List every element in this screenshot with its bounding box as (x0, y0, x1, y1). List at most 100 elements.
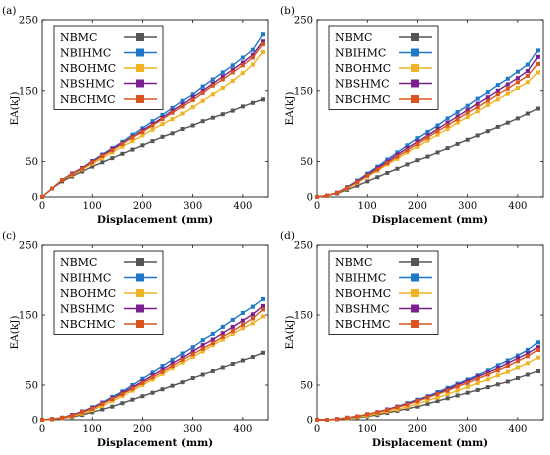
legend-label: NBIHMC (335, 47, 386, 60)
data-point (220, 334, 225, 339)
data-point (90, 164, 95, 169)
data-point (250, 304, 255, 309)
data-point (230, 362, 235, 366)
data-point (250, 52, 255, 57)
data-point (250, 62, 255, 67)
data-point (525, 80, 530, 85)
data-point (180, 380, 185, 385)
data-point (495, 368, 500, 373)
data-point (505, 82, 510, 87)
panel-b: (b) 0 50 150 250 0 100 200 300 400 Displacement (m… (280, 5, 544, 226)
panel-a: (a) 0 50 150 250 0 100 200 300 400 Displacement (m… (2, 5, 269, 226)
x-tick-label: 100 (83, 201, 102, 212)
data-point (455, 141, 460, 146)
data-point (465, 115, 470, 119)
data-point (425, 135, 430, 140)
series-nbmc (40, 350, 265, 422)
data-point (435, 123, 440, 128)
data-point (130, 139, 135, 144)
data-point (515, 86, 520, 90)
series-line (41, 352, 264, 421)
data-point (525, 351, 530, 356)
data-point (495, 382, 500, 387)
data-point (445, 146, 450, 151)
data-point (240, 326, 245, 331)
y-tick-label: 250 (19, 241, 38, 252)
x-tick-label: 200 (133, 201, 152, 212)
data-point (150, 390, 155, 395)
data-point (435, 150, 440, 155)
series-nbmc (315, 106, 540, 199)
data-point (465, 378, 470, 383)
data-point (536, 54, 540, 59)
data-point (140, 129, 145, 134)
data-point (230, 317, 235, 322)
data-point (355, 414, 360, 419)
y-axis-label: EA(kJ) (9, 315, 21, 349)
legend-label: NBMC (60, 31, 97, 44)
data-point (315, 418, 319, 422)
data-point (240, 310, 245, 315)
data-point (395, 152, 400, 157)
x-axis-label: Displacement (mm) (372, 437, 488, 449)
data-point (435, 395, 440, 400)
data-point (60, 178, 65, 182)
data-point (425, 395, 430, 400)
data-point (160, 112, 165, 117)
legend-marker (136, 273, 144, 282)
y-tick-label: 0 (307, 416, 313, 427)
legend-marker (136, 95, 144, 103)
data-point (536, 369, 540, 373)
legend-marker (411, 79, 419, 88)
legend: NBMC NBIHMC NBOHMC NBSHMC NBCHMC (53, 250, 164, 335)
data-point (100, 153, 105, 158)
data-point (150, 375, 155, 380)
data-point (261, 97, 265, 102)
legend-marker (136, 304, 144, 313)
data-point (385, 408, 390, 413)
data-point (230, 324, 235, 329)
data-point (240, 71, 245, 76)
data-point (200, 98, 205, 103)
data-point (230, 108, 235, 113)
data-point (230, 329, 235, 334)
data-point (425, 154, 430, 159)
data-point (170, 383, 175, 388)
plot-frame (316, 244, 544, 421)
data-point (180, 102, 185, 107)
data-point (120, 394, 125, 399)
data-point (345, 185, 350, 190)
data-point (120, 151, 125, 156)
data-point (240, 318, 245, 323)
series-line (317, 346, 539, 421)
data-point (170, 110, 175, 115)
data-point (150, 127, 155, 132)
data-point (130, 132, 135, 137)
panel-label: (b) (280, 5, 295, 17)
data-point (220, 74, 225, 79)
data-point (405, 148, 410, 153)
legend-label: NBCHMC (60, 93, 116, 106)
data-point (536, 70, 540, 75)
data-point (455, 117, 460, 122)
data-point (505, 369, 510, 374)
data-point (525, 361, 530, 366)
y-tick-label: 150 (294, 311, 313, 322)
data-point (425, 398, 430, 403)
data-point (70, 172, 75, 177)
data-point (445, 116, 450, 121)
data-point (365, 179, 370, 184)
legend-marker (136, 48, 144, 57)
data-point (180, 351, 185, 356)
data-point (485, 103, 490, 107)
legend-marker (136, 33, 144, 41)
data-point (210, 77, 215, 82)
data-point (80, 410, 85, 415)
data-point (495, 373, 500, 378)
data-point (200, 84, 205, 89)
data-point (230, 78, 235, 83)
data-point (495, 83, 500, 88)
data-point (261, 42, 265, 47)
legend-label: NBSHMC (60, 78, 115, 91)
data-point (465, 103, 470, 108)
